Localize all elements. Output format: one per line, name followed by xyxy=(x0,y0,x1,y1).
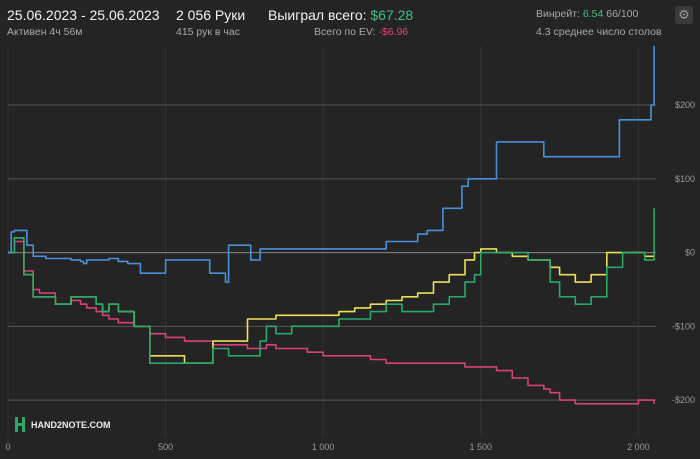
logo-mark-left xyxy=(15,417,18,432)
logo-mark-bar xyxy=(18,423,22,426)
won-value: $67.28 xyxy=(370,7,414,23)
logo-mark-right xyxy=(22,417,25,432)
plot-background xyxy=(8,46,656,437)
y-axis-ticks: $200 $100 $0 -$100 -$200 xyxy=(672,100,695,405)
ev-label: Всего по EV: xyxy=(314,26,376,38)
y-tick-label: -$100 xyxy=(672,321,695,331)
won-label: Выиграл всего: xyxy=(268,7,367,23)
hands-count: 2 056 Руки xyxy=(176,7,246,23)
winrate-value: 6.54 xyxy=(582,8,604,20)
gear-icon[interactable]: ⚙ xyxy=(675,6,693,24)
avg-tables: 4.3 среднее число столов xyxy=(536,26,662,38)
stats-header: 25.06.2023 - 25.06.2023 Активен 4ч 56м 2… xyxy=(0,0,700,44)
active-time: Активен 4ч 56м xyxy=(7,26,83,38)
date-range: 25.06.2023 - 25.06.2023 xyxy=(7,7,160,23)
x-tick-label: 500 xyxy=(158,442,173,452)
won-total: Выиграл всего: $67.28 xyxy=(268,7,413,23)
x-tick-label: 1 500 xyxy=(469,442,492,452)
logo: HAND2NOTE.COM xyxy=(15,417,111,432)
y-tick-label: $100 xyxy=(675,174,695,184)
x-tick-label: 0 xyxy=(5,442,10,452)
y-tick-label: -$200 xyxy=(672,395,695,405)
winrate-sample: 66/100 xyxy=(606,8,639,20)
ev-total: Всего по EV: -$6.96 xyxy=(314,26,408,38)
series-line-blue xyxy=(8,46,655,283)
logo-text: HAND2NOTE.COM xyxy=(31,420,111,430)
x-tick-label: 1 000 xyxy=(312,442,335,452)
x-tick-label: 2 000 xyxy=(627,442,650,452)
vertical-grid xyxy=(7,46,639,437)
series-line-pink xyxy=(8,240,655,405)
series-line-green xyxy=(8,208,655,364)
winrate-label: Винрейт: xyxy=(536,8,580,20)
y-tick-label: $200 xyxy=(675,100,695,110)
winrate: Винрейт: 6.54 66/100 xyxy=(536,8,638,20)
y-tick-label: $0 xyxy=(685,248,695,258)
ev-value: -$6.96 xyxy=(378,26,409,38)
hands-per-hour: 415 рук в час xyxy=(176,26,240,38)
series-lines xyxy=(8,46,655,405)
x-axis-ticks: 0 500 1 000 1 500 2 000 xyxy=(5,442,649,452)
